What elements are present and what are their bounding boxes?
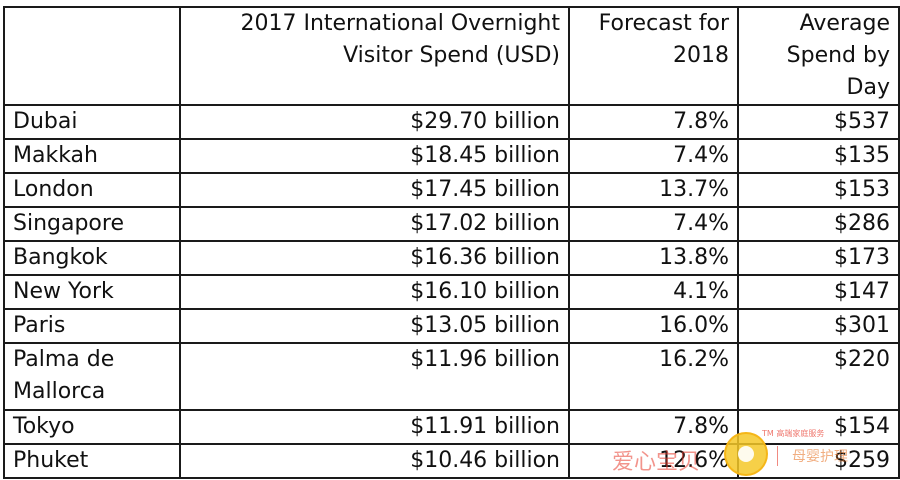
forecast-cell: 12.6% — [568, 443, 739, 479]
table-row: Singapore $17.02 billion 7.4% $286 — [3, 206, 900, 242]
spend-cell: $17.45 billion — [179, 172, 570, 208]
forecast-cell: 13.7% — [568, 172, 739, 208]
daily-spend-cell: $537 — [737, 104, 900, 140]
forecast-cell: 16.0% — [568, 308, 739, 344]
forecast-cell: 7.4% — [568, 138, 739, 174]
daily-spend-cell: $147 — [737, 274, 900, 310]
table-row: London $17.45 billion 13.7% $153 — [3, 172, 900, 208]
spend-cell: $13.05 billion — [179, 308, 570, 344]
table-row: Makkah $18.45 billion 7.4% $135 — [3, 138, 900, 174]
table-row: Dubai $29.70 billion 7.8% $537 — [3, 104, 900, 140]
spend-cell: $11.91 billion — [179, 409, 570, 445]
daily-spend-cell: $154 — [737, 409, 900, 445]
table-row: Tokyo $11.91 billion 7.8% $154 — [3, 409, 900, 445]
city-cell: New York — [3, 274, 181, 310]
spend-cell: $16.10 billion — [179, 274, 570, 310]
daily-spend-cell: $173 — [737, 240, 900, 276]
table-row: Palma de Mallorca $11.96 billion 16.2% $… — [3, 342, 900, 411]
city-cell: London — [3, 172, 181, 208]
header-visitor-spend-line1: 2017 International Overnight — [240, 11, 560, 36]
header-forecast-line1: Forecast for — [598, 11, 729, 36]
header-average-spend-line3: Day — [846, 75, 890, 100]
spend-cell: $16.36 billion — [179, 240, 570, 276]
header-visitor-spend: 2017 International Overnight Visitor Spe… — [179, 6, 570, 106]
table-header-row: 2017 International Overnight Visitor Spe… — [3, 6, 900, 106]
daily-spend-cell: $135 — [737, 138, 900, 174]
visitor-spend-table: 2017 International Overnight Visitor Spe… — [3, 6, 900, 479]
city-cell: Paris — [3, 308, 181, 344]
spend-cell: $18.45 billion — [179, 138, 570, 174]
table-row: Bangkok $16.36 billion 13.8% $173 — [3, 240, 900, 276]
city-cell: Phuket — [3, 443, 181, 479]
forecast-cell: 4.1% — [568, 274, 739, 310]
header-visitor-spend-line2: Visitor Spend (USD) — [343, 43, 560, 68]
table-row: New York $16.10 billion 4.1% $147 — [3, 274, 900, 310]
header-city — [3, 6, 181, 106]
city-cell: Tokyo — [3, 409, 181, 445]
forecast-cell: 13.8% — [568, 240, 739, 276]
header-average-spend-line2: Spend by — [786, 43, 890, 68]
city-cell: Makkah — [3, 138, 181, 174]
forecast-cell: 7.4% — [568, 206, 739, 242]
header-average-spend-line1: Average — [799, 11, 890, 36]
daily-spend-cell: $301 — [737, 308, 900, 344]
header-average-spend: Average Spend by Day — [737, 6, 900, 106]
city-name-wrapped: Palma de Mallorca — [13, 347, 115, 404]
daily-spend-cell: $153 — [737, 172, 900, 208]
spend-cell: $11.96 billion — [179, 342, 570, 411]
city-cell: Singapore — [3, 206, 181, 242]
forecast-cell: 7.8% — [568, 104, 739, 140]
table-row: Phuket $10.46 billion 12.6% $259 — [3, 443, 900, 479]
daily-spend-cell: $286 — [737, 206, 900, 242]
spend-cell: $10.46 billion — [179, 443, 570, 479]
city-cell: Dubai — [3, 104, 181, 140]
header-forecast: Forecast for 2018 — [568, 6, 739, 106]
forecast-cell: 16.2% — [568, 342, 739, 411]
city-cell: Bangkok — [3, 240, 181, 276]
spend-cell: $17.02 billion — [179, 206, 570, 242]
city-cell: Palma de Mallorca — [3, 342, 181, 411]
daily-spend-cell: $220 — [737, 342, 900, 411]
spend-cell: $29.70 billion — [179, 104, 570, 140]
table-row: Paris $13.05 billion 16.0% $301 — [3, 308, 900, 344]
daily-spend-cell: $259 — [737, 443, 900, 479]
header-forecast-line2: 2018 — [673, 43, 729, 68]
forecast-cell: 7.8% — [568, 409, 739, 445]
